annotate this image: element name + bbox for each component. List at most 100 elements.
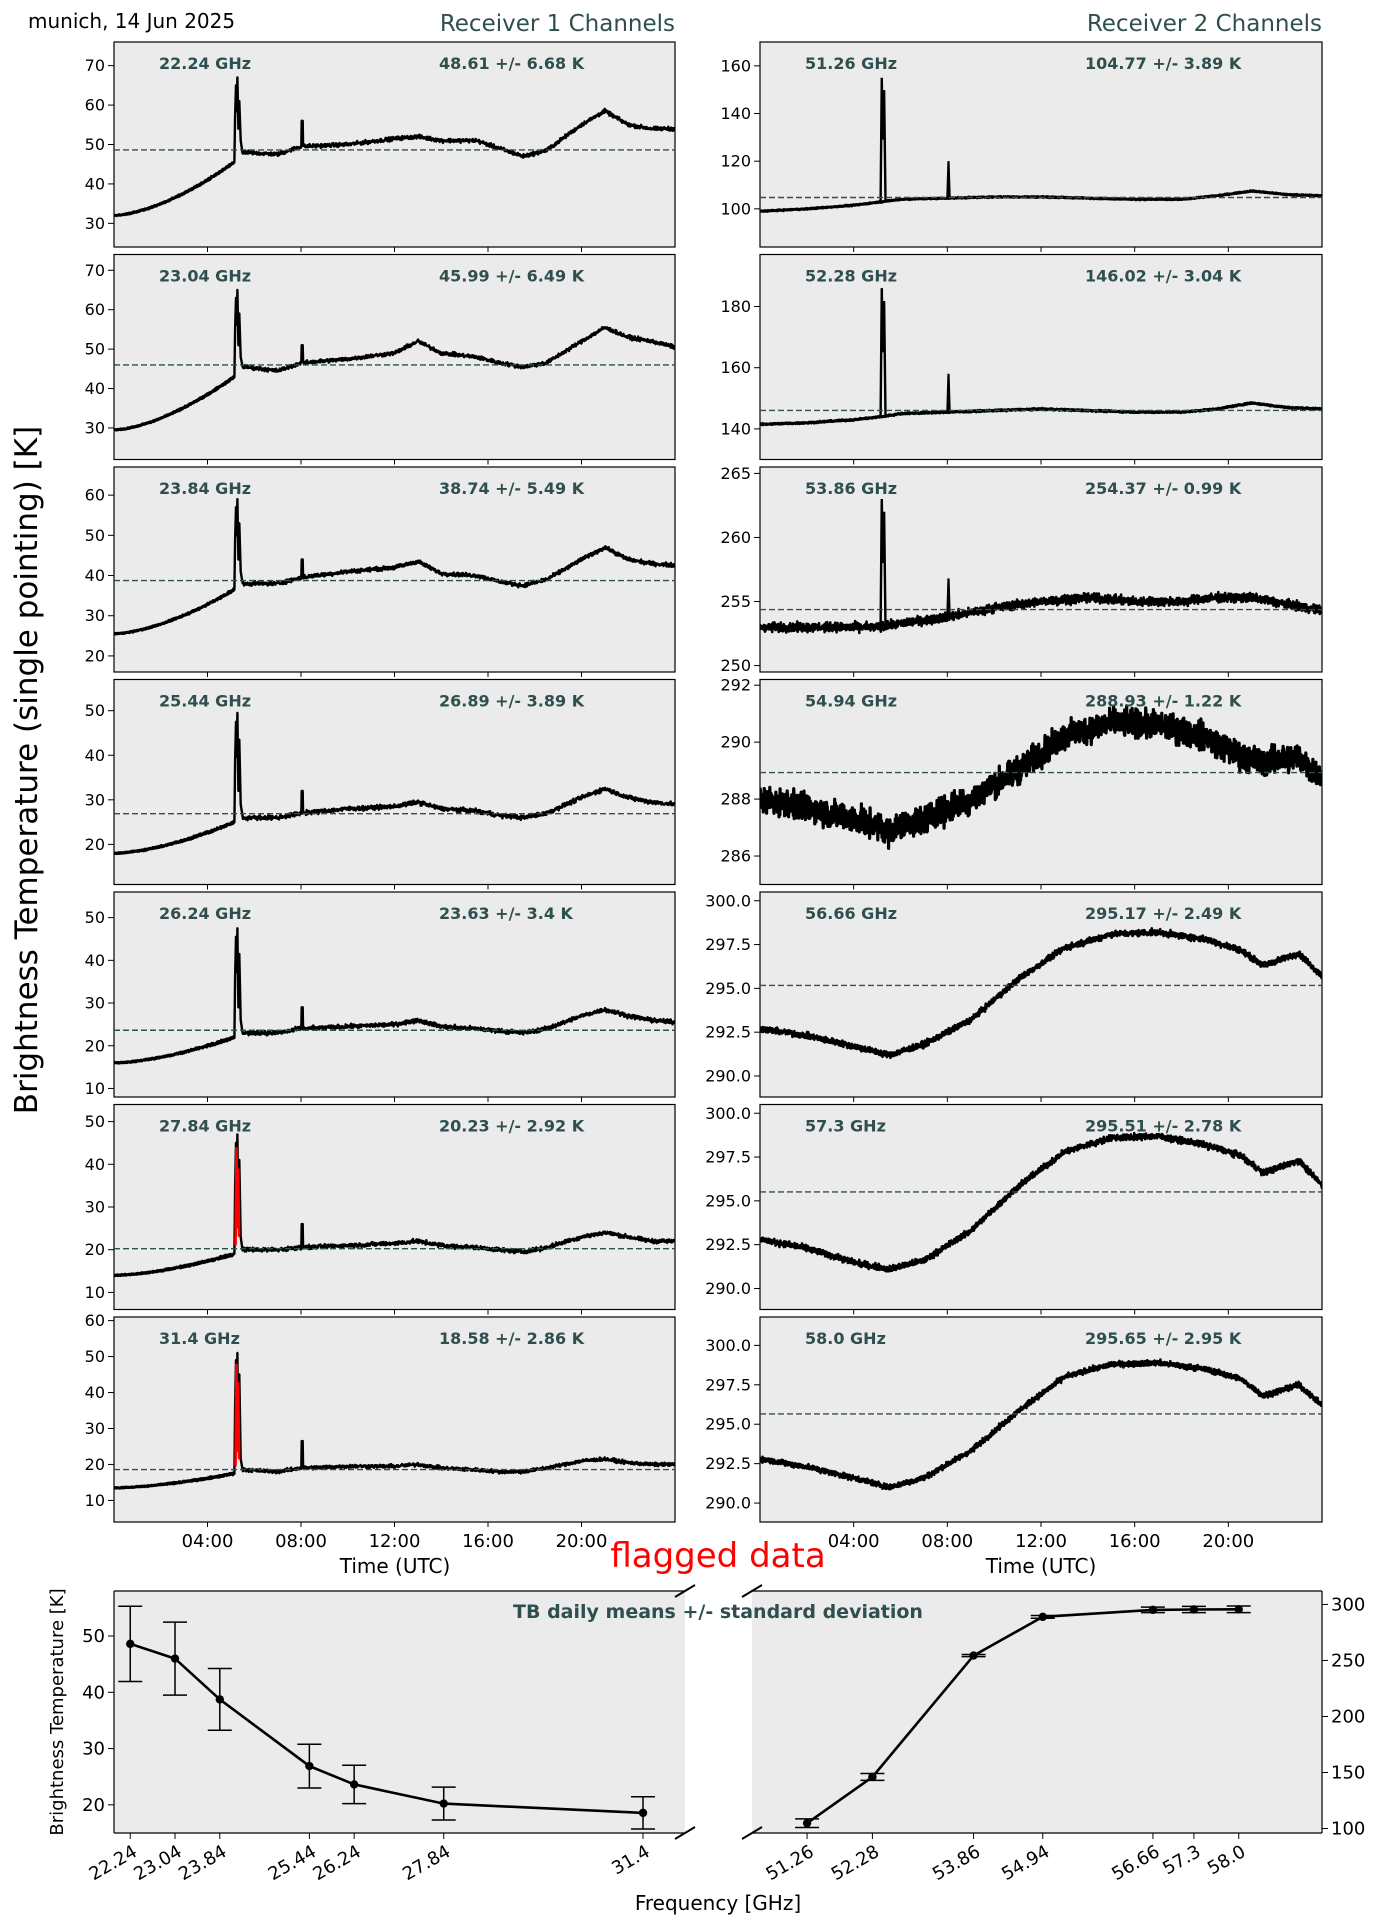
data-trace [114, 711, 675, 856]
y-tick-label: 292.5 [705, 1454, 751, 1473]
y-tick-label: 60 [85, 1311, 105, 1330]
panel-plot-area [114, 927, 675, 1065]
y-tick-label: 292.5 [705, 1235, 751, 1254]
frequency-label: 53.86 GHz [805, 479, 897, 498]
y-tick-label: 290.0 [705, 1494, 751, 1513]
stats-label: 295.51 +/- 2.78 K [1085, 1117, 1242, 1136]
bottom-chart-title: TB daily means +/- standard deviation [513, 1601, 923, 1623]
flagged-data-label: flagged data [610, 1536, 825, 1576]
y-tick-label: 20 [85, 1036, 105, 1055]
x-tick-label: 58.0 [1204, 1841, 1249, 1879]
panel-plot-area [114, 1133, 675, 1278]
stats-label: 38.74 +/- 5.49 K [439, 479, 585, 498]
y-tick-label: 50 [85, 1112, 105, 1131]
spike-trace [879, 499, 887, 627]
stats-label: 254.37 +/- 0.99 K [1085, 479, 1242, 498]
mean-point [969, 1651, 978, 1660]
stats-label: 20.23 +/- 2.92 K [439, 1117, 585, 1136]
y-tick-label: 265 [720, 464, 751, 483]
frequency-label: 26.24 GHz [159, 904, 251, 923]
x-tick-label: 22.24 [86, 1841, 141, 1885]
panel-background [113, 1316, 676, 1523]
stats-label: 295.17 +/- 2.49 K [1085, 904, 1242, 923]
y-tick-label: 30 [85, 214, 105, 233]
x-tick-label: 54.94 [998, 1841, 1053, 1885]
mean-point [1038, 1612, 1047, 1622]
x-tick-label: 56.66 [1108, 1841, 1163, 1885]
axis-break-gap [685, 1589, 752, 1835]
y-tick-label-right: 300 [1331, 1594, 1365, 1615]
stats-label: 48.61 +/- 6.68 K [439, 54, 585, 73]
y-tick-label: 60 [85, 300, 105, 319]
r2-panel-3: 250 255 260 265 53.86 GHz 254.37 +/- 0.99 K [720, 464, 1323, 677]
data-trace [760, 1131, 1322, 1273]
y-tick-label: 300.0 [705, 891, 751, 910]
y-tick-label: 290 [720, 733, 751, 752]
data-trace [760, 590, 1322, 635]
y-tick-label: 180 [720, 297, 751, 316]
mean-point [305, 1761, 314, 1771]
x-axis-label-left: Time (UTC) [339, 1554, 451, 1578]
timeseries-panels: 30 40 50 60 70 22.24 GHz 48.61 +/- 6.68 K 30 40 5… [85, 41, 1323, 1552]
y-tick-label: 60 [85, 96, 105, 115]
panel-plot-area [760, 927, 1322, 1060]
y-axis-label: Brightness Temperature (single pointing)… [9, 426, 45, 1114]
panel-background [759, 1316, 1323, 1523]
r2-panel-4: 286 288 290 292 54.94 GHz 288.93 +/- 1.22 K [720, 676, 1323, 890]
panel-plot-area [760, 499, 1322, 635]
y-tick-label: 20 [85, 646, 105, 665]
panel-plot-area [114, 711, 675, 856]
receiver1-title: Receiver 1 Channels [440, 11, 675, 37]
x-tick-label: 08:00 [921, 1531, 973, 1552]
y-tick-label: 10 [85, 1283, 105, 1302]
spike-trace [879, 77, 887, 202]
y-tick-label: 286 [720, 847, 751, 866]
y-tick-label: 290.0 [705, 1279, 751, 1298]
data-trace [114, 498, 675, 636]
x-tick-label: 23.04 [130, 1841, 185, 1885]
stats-label: 104.77 +/- 3.89 K [1085, 54, 1242, 73]
r2-panel-5: 290.0 292.5 295.0 297.5 300.0 56.66 GHz 295.17… [705, 891, 1323, 1102]
data-trace [760, 401, 1322, 427]
frequency-label: 25.44 GHz [159, 692, 251, 711]
y-tick-label-right: 250 [1331, 1650, 1365, 1671]
data-trace [114, 1133, 675, 1278]
bottom-y-axis-label: Brightness Temperature [K] [47, 1588, 68, 1835]
stats-label: 18.58 +/- 2.86 K [439, 1329, 585, 1348]
y-tick-label: 30 [85, 1419, 105, 1438]
y-tick-label: 50 [85, 135, 105, 154]
data-trace [760, 927, 1322, 1060]
y-tick-label: 30 [85, 418, 105, 437]
panel-background [113, 678, 676, 886]
x-tick-label: 31.4 [608, 1841, 653, 1879]
daily-means-chart: TB daily means +/- standard deviation 20 3… [47, 1584, 1365, 1915]
y-tick-label: 292 [720, 676, 751, 695]
y-tick-label: 50 [85, 340, 105, 359]
stats-label: 295.65 +/- 2.95 K [1085, 1329, 1242, 1348]
panel-background [759, 1103, 1323, 1311]
y-tick-label-left: 30 [82, 1739, 105, 1760]
small-spike-trace [946, 373, 951, 413]
y-tick-label: 10 [85, 1491, 105, 1510]
panel-background [113, 253, 676, 461]
r1-panel-5: 10 20 30 40 50 26.24 GHz 23.63 +/- 3.4 K [85, 891, 676, 1102]
x-tick-label: 52.28 [828, 1841, 883, 1885]
y-tick-label: 20 [85, 1455, 105, 1474]
axis-break-mark [741, 1584, 763, 1598]
mean-point [868, 1772, 877, 1782]
r1-panel-6: 10 20 30 40 50 27.84 GHz 20.23 +/- 2.92 K [85, 1103, 676, 1315]
mean-point [215, 1695, 225, 1704]
x-tick-label: 57.3 [1159, 1841, 1204, 1879]
y-tick-label: 30 [85, 790, 105, 809]
r2-panel-1: 100 120 140 160 51.26 GHz 104.77 +/- 3.89 K [720, 41, 1323, 252]
y-tick-label: 295.0 [705, 979, 751, 998]
receiver2-title: Receiver 2 Channels [1087, 11, 1322, 37]
y-tick-label: 70 [85, 56, 105, 75]
x-tick-label: 16:00 [1109, 1531, 1161, 1552]
y-tick-label: 140 [720, 419, 751, 438]
x-axis-label-right: Time (UTC) [985, 1554, 1097, 1578]
frequency-label: 27.84 GHz [159, 1117, 251, 1136]
y-tick-label: 40 [85, 746, 105, 765]
r2-panel-7: 290.0 292.5 295.0 297.5 300.0 58.0 GHz 295.65 … [705, 1316, 1323, 1552]
